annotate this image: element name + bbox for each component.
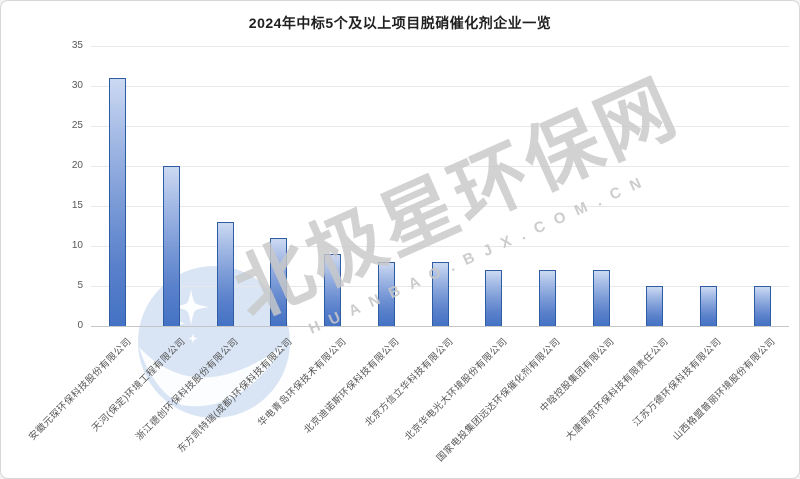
bar: [592, 270, 610, 326]
x-axis-line: [91, 326, 789, 327]
y-tick-label: 30: [71, 80, 83, 91]
bar: [163, 166, 181, 326]
logo-swoosh-icon: [139, 345, 284, 407]
y-tick-label: 25: [71, 120, 83, 131]
chart-title: 2024年中标5个及以上项目脱硝催化剂企业一览: [248, 15, 552, 31]
bar: [109, 78, 127, 326]
bar: [324, 254, 342, 326]
gridline: [91, 166, 789, 167]
y-tick-label: 15: [71, 200, 83, 211]
bar: [377, 262, 395, 326]
bar: [485, 270, 503, 326]
y-tick-label: 5: [77, 280, 83, 291]
logo-star-icon: [187, 333, 199, 344]
bar: [431, 262, 449, 326]
y-tick-label: 20: [71, 160, 83, 171]
gridline: [91, 246, 789, 247]
gridline: [91, 46, 789, 47]
watermark-url-text: HUANBAO.BJX.COM.CN: [306, 170, 654, 338]
gridline: [91, 206, 789, 207]
gridline: [91, 86, 789, 87]
bar: [216, 222, 234, 326]
bar: [538, 270, 556, 326]
bar: [646, 286, 664, 326]
bar: [753, 286, 771, 326]
logo-star-icon: [173, 289, 209, 325]
y-tick-label: 0: [77, 320, 83, 331]
bar: [270, 238, 288, 326]
y-tick-label: 10: [71, 240, 83, 251]
gridline: [91, 126, 789, 127]
bar: [699, 286, 717, 326]
y-tick-label: 35: [71, 40, 83, 51]
